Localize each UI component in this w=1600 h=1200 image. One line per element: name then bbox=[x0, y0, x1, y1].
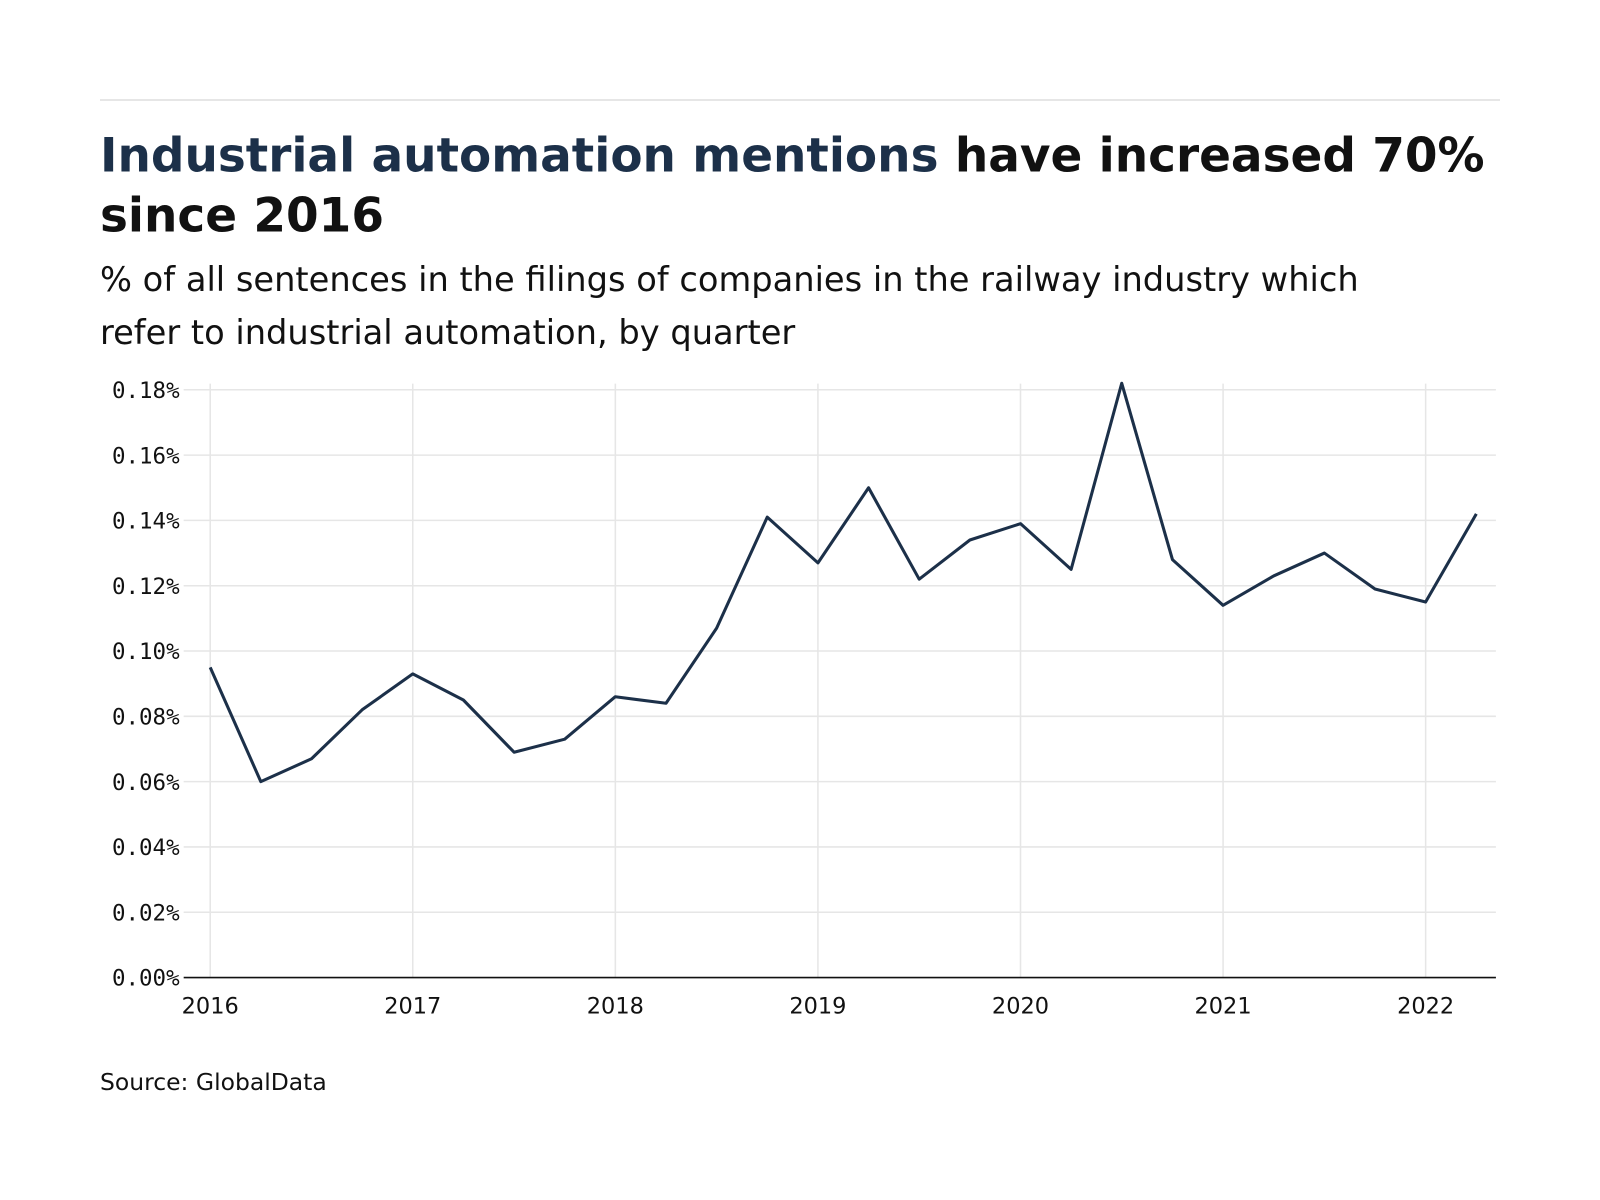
y-tick-label: 0.18% bbox=[112, 378, 180, 404]
y-tick-label: 0.12% bbox=[112, 574, 180, 600]
y-tick-label: 0.02% bbox=[112, 900, 180, 926]
source-note: Source: GlobalData bbox=[100, 1068, 327, 1096]
y-tick-label: 0.00% bbox=[112, 966, 180, 992]
series-points bbox=[210, 383, 1476, 782]
x-tick-label: 2019 bbox=[789, 993, 846, 1019]
series-line bbox=[208, 381, 1478, 784]
y-tick-label: 0.04% bbox=[112, 835, 180, 861]
title-highlight: Industrial automation mentions bbox=[100, 128, 939, 183]
y-tick-label: 0.14% bbox=[112, 509, 180, 535]
chart-subtitle-line2: refer to industrial automation, by quart… bbox=[100, 313, 795, 352]
title-rest: have increased 70% bbox=[939, 128, 1485, 183]
x-tick-label: 2020 bbox=[992, 993, 1049, 1019]
y-tick-label: 0.06% bbox=[112, 770, 180, 796]
y-tick-label: 0.16% bbox=[112, 443, 180, 469]
y-tick-label: 0.10% bbox=[112, 639, 180, 665]
chart-subtitle-line1: % of all sentences in the filings of com… bbox=[100, 260, 1359, 299]
x-tick-label: 2021 bbox=[1195, 993, 1252, 1019]
x-tick-label: 2022 bbox=[1397, 993, 1454, 1019]
y-tick-label: 0.08% bbox=[112, 704, 180, 730]
x-tick-label: 2017 bbox=[384, 993, 441, 1019]
chart-title: Industrial automation mentions have incr… bbox=[100, 128, 1485, 183]
x-tick-label: 2016 bbox=[182, 993, 239, 1019]
x-tick-label: 2018 bbox=[587, 993, 644, 1019]
chart-title-line2: since 2016 bbox=[100, 189, 384, 244]
